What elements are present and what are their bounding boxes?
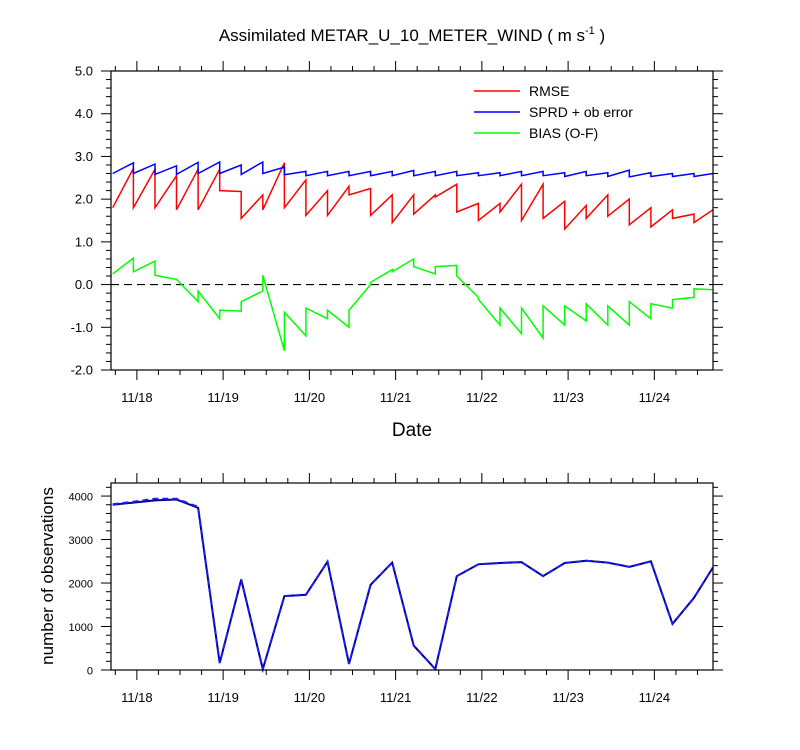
top-x-tick-labels: 11/18 11/19 11/20 11/21 11/22 11/23 11/24 bbox=[121, 390, 670, 405]
y-tick-label-2000: 2000 bbox=[69, 579, 93, 591]
bottom-x-tick-labels: 11/18 11/19 11/20 11/21 11/22 11/23 11/24 bbox=[121, 690, 670, 705]
y-tick-label-3000: 3000 bbox=[69, 535, 93, 547]
y-tick-label-0: 0 bbox=[87, 666, 93, 678]
x-tick-label-11-24: 11/24 bbox=[639, 390, 671, 405]
x-tick-label-11-23: 11/23 bbox=[552, 390, 584, 405]
x-tick-label-11-18: 11/18 bbox=[121, 390, 153, 405]
x-tick-label-11-23: 11/23 bbox=[552, 690, 584, 705]
bottom-plot-frame bbox=[110, 482, 714, 671]
x-tick-label-11-21: 11/21 bbox=[380, 690, 412, 705]
x-tick-label-11-21: 11/21 bbox=[380, 390, 412, 405]
x-tick-label-11-20: 11/20 bbox=[294, 690, 326, 705]
chart-title: Assimilated METAR_U_10_METER_WIND ( m s-… bbox=[219, 25, 605, 45]
legend-label-bias: BIAS (O-F) bbox=[529, 125, 598, 141]
y-tick-label-1000: 1000 bbox=[69, 622, 93, 634]
top-y-tick-labels: -2.0 -1.0 0.0 1.0 2.0 3.0 4.0 5.0 bbox=[71, 64, 93, 378]
x-tick-label-11-18: 11/18 bbox=[121, 690, 153, 705]
top-ticks bbox=[101, 61, 723, 380]
y-tick-label-2-0: -2.0 bbox=[71, 363, 93, 378]
series-line-bot-series-1 bbox=[112, 497, 714, 673]
bottom-series-group bbox=[112, 497, 714, 673]
x-tick-label-11-24: 11/24 bbox=[639, 690, 671, 705]
bottom-ticks bbox=[101, 473, 723, 680]
top-chart: Assimilated METAR_U_10_METER_WIND ( m s-… bbox=[71, 25, 723, 441]
top-series-group bbox=[112, 160, 714, 352]
y-tick-label-1-0: -1.0 bbox=[71, 320, 93, 335]
x-tick-label-11-22: 11/22 bbox=[466, 690, 498, 705]
chart-title-units-sup: -1 bbox=[585, 25, 595, 37]
top-plot-frame bbox=[110, 70, 714, 371]
legend-label-rmse: RMSE bbox=[529, 83, 569, 99]
y-tick-label-4-0: 4.0 bbox=[75, 106, 93, 121]
y-axis-label-observations: number of observations bbox=[38, 487, 57, 665]
y-tick-label-1-0: 1.0 bbox=[75, 234, 93, 249]
y-tick-label-0-0: 0.0 bbox=[75, 277, 93, 292]
legend: RMSE SPRD + ob error BIAS (O-F) bbox=[474, 83, 633, 141]
series-line-bias-o-f bbox=[112, 256, 714, 352]
y-tick-label-2-0: 2.0 bbox=[75, 192, 93, 207]
legend-label-sprd: SPRD + ob error bbox=[529, 104, 633, 120]
x-tick-label-11-20: 11/20 bbox=[294, 390, 326, 405]
x-tick-label-11-19: 11/19 bbox=[207, 390, 239, 405]
x-axis-label: Date bbox=[392, 420, 432, 441]
x-tick-label-11-22: 11/22 bbox=[466, 390, 498, 405]
chart-title-main: Assimilated METAR_U_10_METER_WIND ( m s bbox=[219, 26, 585, 45]
chart-title-close: ) bbox=[595, 26, 605, 45]
bottom-y-tick-labels: 0 1000 2000 3000 4000 bbox=[69, 492, 93, 678]
x-tick-label-11-19: 11/19 bbox=[207, 690, 239, 705]
series-line-sprd-ob-error bbox=[112, 160, 714, 178]
y-tick-label-3-0: 3.0 bbox=[75, 149, 93, 164]
y-tick-label-5-0: 5.0 bbox=[75, 64, 93, 79]
y-tick-label-4000: 4000 bbox=[69, 492, 93, 504]
